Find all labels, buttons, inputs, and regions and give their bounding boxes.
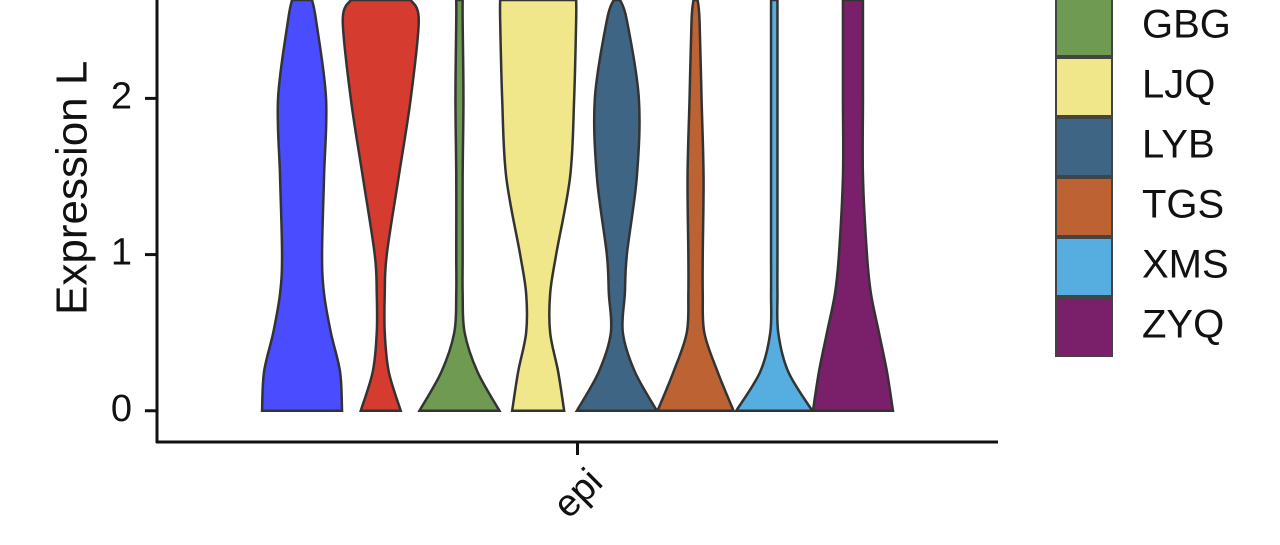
violin bbox=[574, 0, 659, 413]
violin bbox=[734, 0, 815, 413]
legend-swatch bbox=[1055, 297, 1113, 357]
violin bbox=[341, 0, 421, 413]
violin bbox=[498, 0, 578, 413]
x-tick-label: epi bbox=[545, 461, 611, 527]
violin bbox=[260, 0, 344, 413]
legend-swatch bbox=[1055, 117, 1113, 177]
y-tick-label: 2 bbox=[111, 75, 132, 117]
y-tick-label: 1 bbox=[111, 232, 132, 274]
legend-label: XMS bbox=[1142, 243, 1229, 287]
y-axis-label: Expression L bbox=[48, 61, 97, 315]
legend-swatch bbox=[1055, 177, 1113, 237]
legend-swatch bbox=[1055, 237, 1113, 297]
violin bbox=[655, 0, 736, 413]
legend-label: GBG bbox=[1142, 3, 1231, 47]
violin bbox=[811, 0, 895, 413]
legend-swatch bbox=[1055, 0, 1113, 57]
legend-label: TGS bbox=[1142, 183, 1224, 227]
legend-label: ZYQ bbox=[1142, 303, 1224, 347]
y-tick-label: 0 bbox=[111, 388, 132, 430]
violins bbox=[260, 0, 895, 413]
violin bbox=[417, 0, 502, 413]
legend-label: LYB bbox=[1142, 123, 1215, 167]
legend-swatch bbox=[1055, 57, 1113, 117]
legend-label: LJQ bbox=[1142, 63, 1215, 107]
